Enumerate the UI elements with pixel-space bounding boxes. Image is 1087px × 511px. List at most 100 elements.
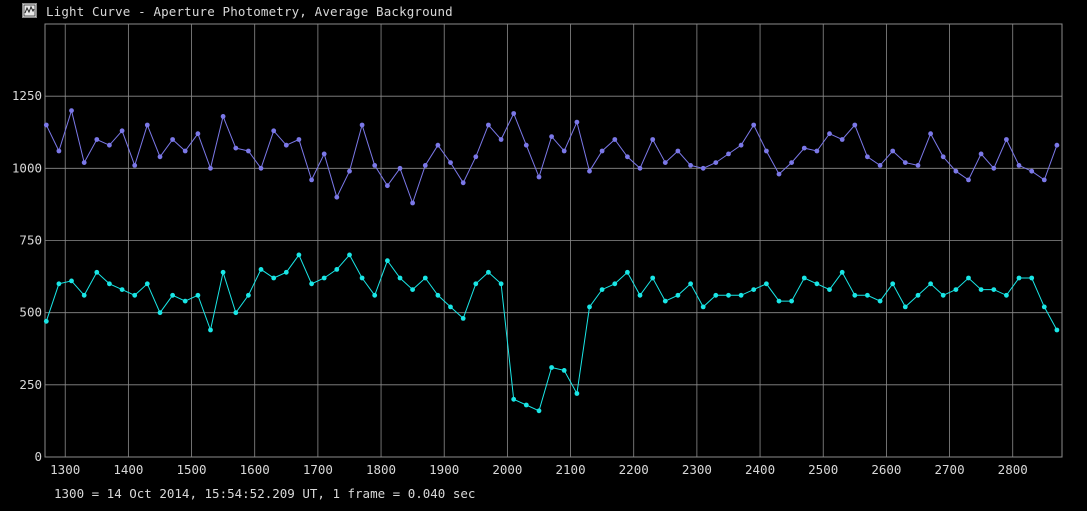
- data-point: [675, 292, 681, 298]
- data-point: [536, 408, 542, 414]
- data-point: [675, 148, 681, 154]
- data-point: [902, 160, 908, 166]
- data-point: [144, 122, 150, 128]
- data-point: [991, 287, 997, 292]
- data-point: [1029, 275, 1035, 281]
- data-point: [486, 122, 491, 128]
- data-point: [1029, 168, 1035, 174]
- data-point: [56, 148, 62, 154]
- y-tick-label: 0: [34, 449, 42, 464]
- data-point: [650, 275, 656, 281]
- x-tick-label: 2400: [745, 462, 775, 477]
- x-tick-label: 1900: [429, 462, 459, 477]
- data-point: [940, 292, 946, 298]
- data-point: [738, 292, 744, 298]
- data-point: [991, 165, 997, 171]
- x-tick-label: 1700: [303, 462, 333, 477]
- data-point: [460, 180, 466, 186]
- data-point: [107, 281, 112, 287]
- data-point: [839, 269, 845, 275]
- window-title: Light Curve - Aperture Photometry, Avera…: [46, 4, 453, 19]
- data-point: [511, 396, 517, 402]
- data-point: [625, 269, 630, 275]
- data-point: [410, 200, 415, 206]
- data-point: [347, 168, 352, 174]
- data-point: [182, 298, 188, 304]
- data-point: [195, 131, 201, 137]
- data-point: [928, 131, 933, 137]
- data-point: [233, 310, 239, 316]
- y-tick-label: 500: [19, 305, 42, 320]
- data-point: [612, 281, 618, 287]
- data-point: [94, 137, 100, 142]
- data-point: [523, 402, 529, 408]
- series-line-2: [45, 253, 1058, 412]
- data-point: [334, 267, 340, 272]
- data-point: [157, 310, 163, 316]
- data-point: [587, 168, 592, 174]
- y-tick-label: 750: [19, 233, 42, 248]
- data-point: [953, 287, 959, 292]
- data-point: [1016, 163, 1022, 168]
- data-point: [827, 131, 832, 137]
- data-point: [321, 275, 327, 281]
- data-point: [561, 148, 567, 154]
- data-point: [966, 275, 971, 281]
- data-point: [498, 137, 504, 142]
- x-tick-label: 2600: [871, 462, 901, 477]
- data-point: [397, 165, 403, 171]
- data-point: [574, 119, 580, 125]
- data-point: [296, 137, 302, 142]
- data-point: [359, 122, 365, 128]
- data-point: [902, 304, 908, 310]
- x-tick-label: 1400: [113, 462, 143, 477]
- window-titlebar: Light Curve - Aperture Photometry, Avera…: [0, 0, 1087, 24]
- x-tick-label: 1500: [176, 462, 206, 477]
- data-point: [877, 298, 883, 304]
- data-point: [928, 281, 933, 287]
- data-point: [283, 142, 289, 148]
- data-point: [309, 177, 314, 183]
- data-point: [814, 148, 820, 154]
- data-point: [56, 281, 62, 287]
- data-point: [764, 281, 769, 287]
- data-point: [764, 148, 769, 154]
- data-point: [473, 281, 479, 287]
- data-point: [688, 281, 693, 287]
- data-point: [511, 111, 517, 116]
- data-point: [448, 160, 453, 166]
- data-point: [69, 278, 74, 284]
- light-curve-app-icon: [22, 3, 37, 18]
- data-point: [81, 160, 87, 166]
- data-point: [460, 316, 466, 321]
- data-point: [359, 275, 365, 281]
- data-point: [700, 165, 706, 171]
- data-point: [827, 287, 832, 292]
- data-point: [713, 160, 719, 166]
- x-tick-label: 1600: [240, 462, 270, 477]
- data-point: [915, 292, 921, 298]
- data-point: [94, 269, 100, 275]
- data-point: [890, 148, 896, 154]
- series-line-1: [45, 108, 1058, 205]
- data-point: [865, 154, 870, 160]
- data-point: [448, 304, 453, 310]
- data-point: [233, 145, 239, 151]
- data-point: [776, 298, 782, 304]
- data-point: [726, 151, 731, 157]
- data-point: [1004, 137, 1009, 142]
- data-point: [69, 108, 74, 113]
- data-point: [599, 287, 605, 292]
- data-point: [486, 269, 491, 275]
- data-point: [271, 128, 277, 134]
- data-point: [536, 174, 542, 180]
- data-point: [915, 163, 921, 168]
- data-point: [801, 145, 807, 151]
- data-point: [865, 292, 870, 298]
- data-point: [814, 281, 820, 287]
- data-point: [662, 160, 668, 166]
- data-point: [119, 287, 125, 292]
- data-point: [246, 292, 251, 298]
- data-point: [1004, 292, 1009, 298]
- data-point: [650, 137, 656, 142]
